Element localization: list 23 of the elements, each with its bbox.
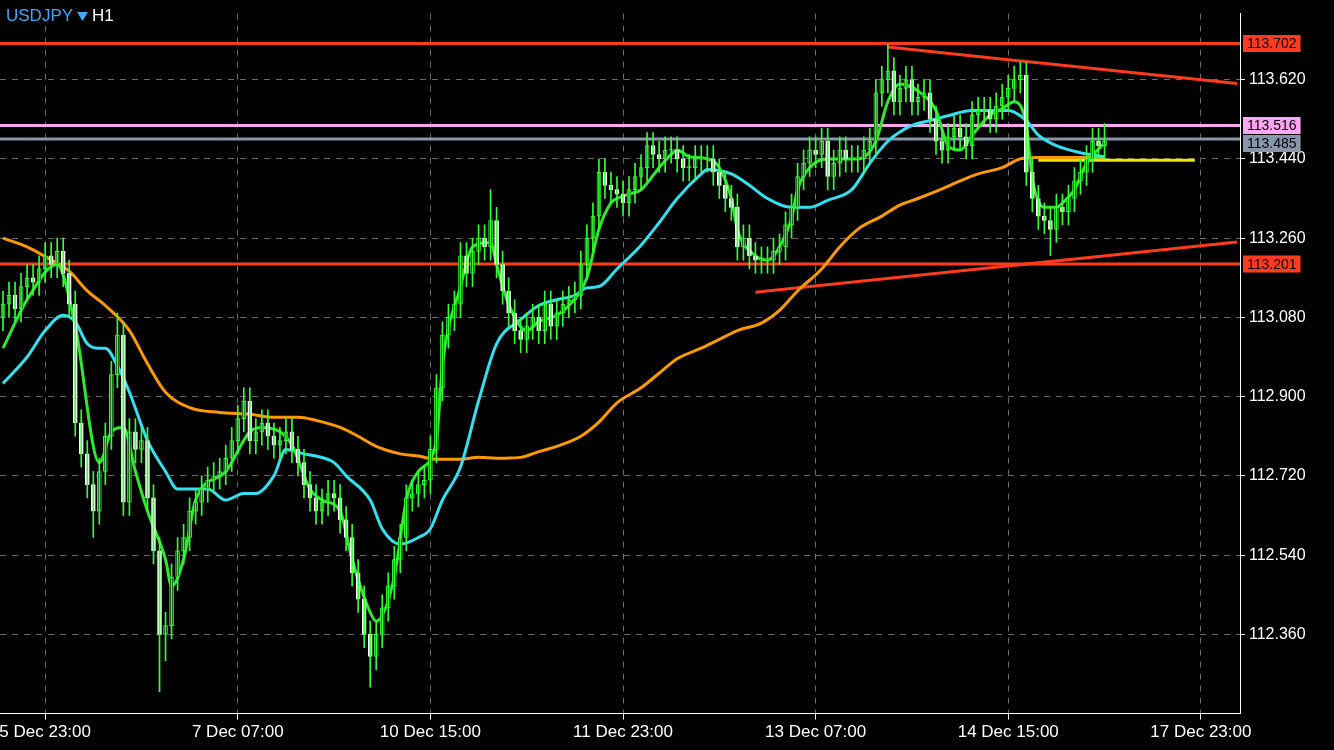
ref-line-label: 113.485: [1247, 135, 1297, 152]
x-tick-label: 14 Dec 15:00: [957, 722, 1059, 742]
y-tick-label: 112.540: [1249, 545, 1306, 563]
y-tick-label: 113.260: [1249, 228, 1306, 246]
y-tick-label: 112.360: [1249, 624, 1306, 642]
x-tick-label: 13 Dec 07:00: [765, 722, 867, 742]
chart-subtitle: H1: [92, 6, 114, 26]
x-tick-label: 11 Dec 23:00: [573, 722, 673, 742]
x-tick-label: 10 Dec 15:00: [379, 722, 481, 742]
y-tick-label: 112.720: [1249, 466, 1306, 484]
x-tick-label: 7 Dec 07:00: [191, 722, 284, 742]
x-tick-label: 5 Dec 23:00: [0, 722, 91, 742]
y-tick-label: 112.900: [1249, 387, 1306, 405]
y-tick-label: 113.080: [1249, 307, 1306, 325]
ref-line-label: 113.702: [1247, 35, 1297, 52]
y-tick-label: 113.620: [1249, 70, 1306, 88]
line-series: [1, 156, 1107, 461]
x-tick-label: 17 Dec 23:00: [1150, 722, 1252, 742]
ref-line-label: 113.201: [1247, 255, 1297, 272]
candlestick: [759, 246, 764, 274]
candlestick: [765, 246, 770, 274]
chart-title: USDJPY: [6, 6, 74, 26]
ref-line-label: 113.516: [1247, 117, 1297, 134]
